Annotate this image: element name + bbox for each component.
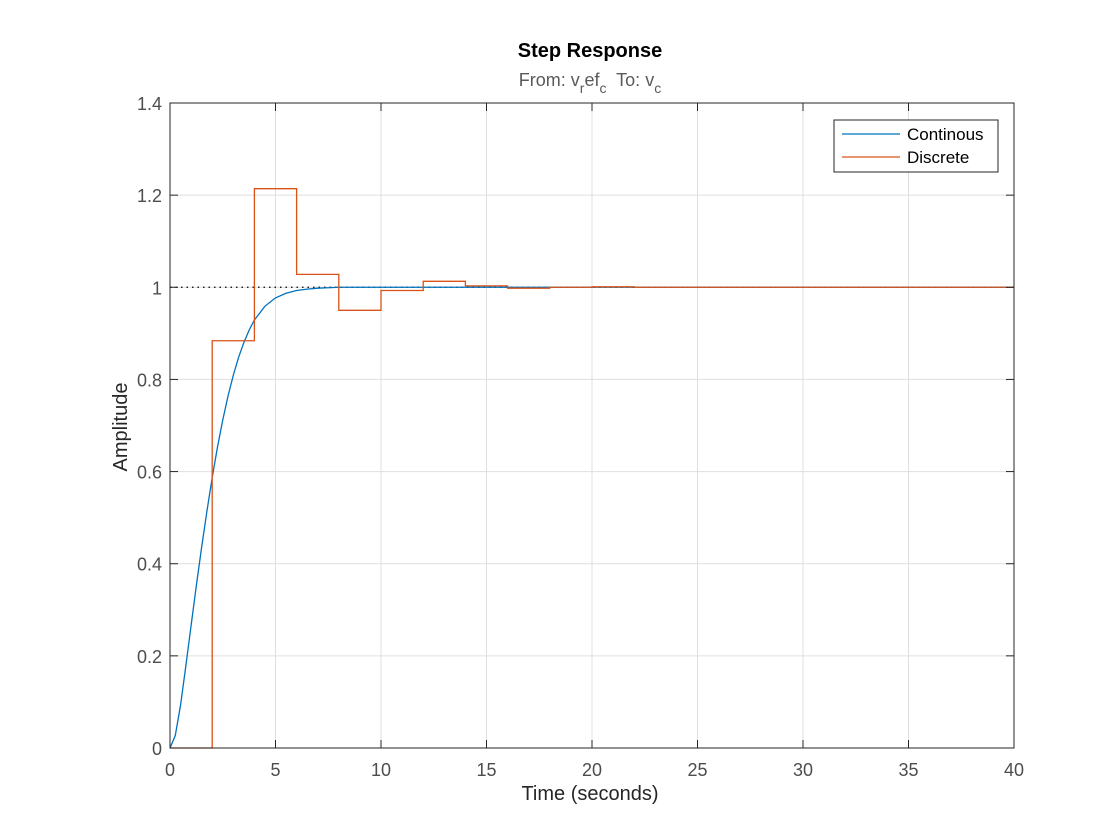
x-tick-label: 10 — [371, 760, 391, 780]
subtitle-from-label: From: — [519, 70, 571, 90]
y-tick-label: 1 — [152, 278, 162, 298]
legend: Continous Discrete — [833, 119, 999, 173]
y-tick-label: 0.4 — [137, 555, 162, 575]
series-group — [169, 188, 1014, 749]
y-tick-labels: 0 0.2 0.4 0.6 0.8 1 1.2 1.4 — [137, 94, 162, 759]
x-tick-labels: 0 5 10 15 20 25 30 35 40 — [165, 760, 1024, 780]
x-tick-label: 0 — [165, 760, 175, 780]
tick-marks — [169, 102, 1015, 749]
x-tick-label: 40 — [1004, 760, 1024, 780]
series-line-continous — [169, 286, 1014, 749]
y-tick-label: 1.2 — [137, 186, 162, 206]
chart-subtitle: From: vrefc To: vc — [519, 70, 661, 96]
subtitle-from-mid: ef — [584, 70, 600, 90]
chart-title: Step Response — [518, 40, 662, 62]
x-tick-label: 30 — [793, 760, 813, 780]
y-tick-label: 0.2 — [137, 647, 162, 667]
subtitle-from-base: v — [571, 70, 580, 90]
subtitle-to-label: To: — [606, 70, 645, 90]
legend-label-continous: Continous — [907, 125, 984, 144]
y-tick-label: 1.4 — [137, 94, 162, 114]
x-tick-label: 20 — [582, 760, 602, 780]
series-line-discrete — [170, 188, 1014, 749]
x-tick-label: 25 — [687, 760, 707, 780]
legend-box — [833, 119, 999, 173]
y-tick-label: 0 — [152, 739, 162, 759]
subtitle-from-sub1: r — [580, 80, 585, 96]
x-axis-label: Time (seconds) — [521, 783, 658, 805]
subtitle-from-sub2: c — [599, 80, 606, 96]
x-tick-label: 5 — [270, 760, 280, 780]
y-axis-label: Amplitude — [110, 383, 132, 472]
legend-label-discrete: Discrete — [907, 148, 969, 167]
y-tick-label: 0.8 — [137, 370, 162, 390]
subtitle-to-sub: c — [654, 80, 661, 96]
x-tick-label: 35 — [898, 760, 918, 780]
y-tick-label: 0.6 — [137, 463, 162, 483]
x-tick-label: 15 — [476, 760, 496, 780]
grid-lines — [170, 103, 1014, 748]
subtitle-to-base: v — [645, 70, 654, 90]
